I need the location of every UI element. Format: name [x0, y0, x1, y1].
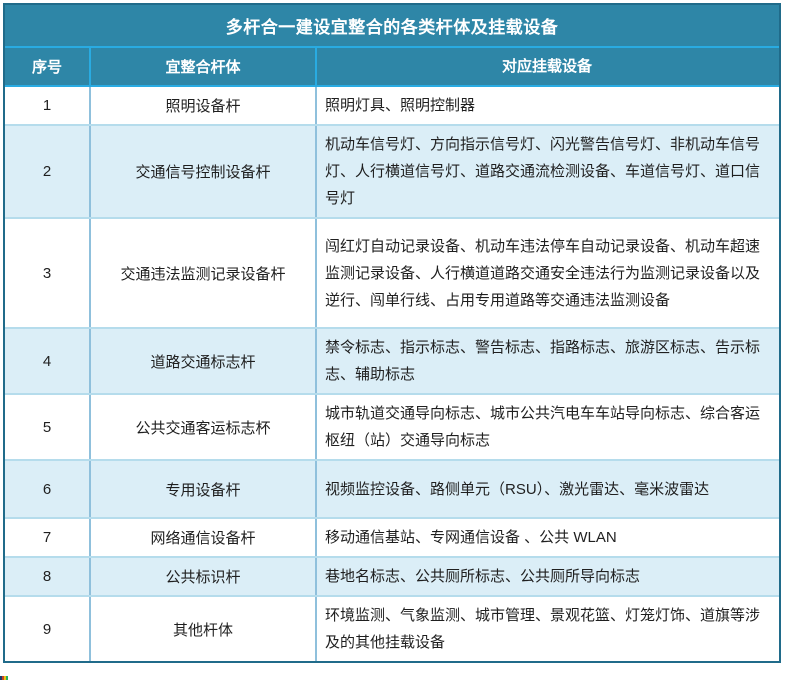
table-row: 1 照明设备杆 照明灯具、照明控制器 [5, 87, 779, 126]
table-row: 2 交通信号控制设备杆 机动车信号灯、方向指示信号灯、闪光警告信号灯、非机动车信… [5, 126, 779, 219]
pole-integration-table: 多杆合一建设宜整合的各类杆体及挂载设备 序号 宜整合杆体 对应挂载设备 1 照明… [3, 3, 781, 663]
table-row: 7 网络通信设备杆 移动通信基站、专网通信设备 、公共 WLAN [5, 519, 779, 558]
row-index: 4 [5, 329, 91, 393]
row-index: 9 [5, 597, 91, 661]
row-index: 6 [5, 461, 91, 517]
pixel-navy [0, 676, 2, 680]
row-index: 8 [5, 558, 91, 595]
pixel-yellow [4, 676, 6, 680]
pole-type: 其他杆体 [91, 597, 317, 661]
mounted-devices: 视频监控设备、路侧单元（RSU）、激光雷达、毫米波雷达 [325, 480, 710, 498]
pole-type: 专用设备杆 [91, 461, 317, 517]
pole-type: 照明设备杆 [91, 87, 317, 124]
pole-type: 交通违法监测记录设备杆 [91, 219, 317, 327]
row-index: 1 [5, 87, 91, 124]
mounted-devices: 照明灯具、照明控制器 [325, 97, 476, 114]
mounted-devices: 机动车信号灯、方向指示信号灯、闪光警告信号灯、非机动车信号灯、人行横道信号灯、道… [325, 136, 761, 207]
table-row: 4 道路交通标志杆 禁令标志、指示标志、警告标志、指路标志、旅游区标志、告示标志… [5, 329, 779, 395]
pole-type: 网络通信设备杆 [91, 519, 317, 556]
mounted-devices: 闯红灯自动记录设备、机动车违法停车自动记录设备、机动车超速监测记录设备、人行横道… [325, 237, 761, 309]
pole-type: 公共交通客运标志杯 [91, 395, 317, 459]
pixel-green [6, 676, 8, 680]
table-title: 多杆合一建设宜整合的各类杆体及挂载设备 [5, 5, 779, 48]
table-row: 3 交通违法监测记录设备杆 闯红灯自动记录设备、机动车违法停车自动记录设备、机动… [5, 219, 779, 329]
pixel-red [2, 676, 4, 680]
pole-type: 道路交通标志杆 [91, 329, 317, 393]
bottom-left-pixel-artifact [0, 676, 8, 680]
mounted-devices: 禁令标志、指示标志、警告标志、指路标志、旅游区标志、告示标志、辅助标志 [325, 339, 761, 383]
table-row: 9 其他杆体 环境监测、气象监测、城市管理、景观花篮、灯笼灯饰、道旗等涉及的其他… [5, 597, 779, 661]
column-header-pole-type: 宜整合杆体 [91, 48, 317, 85]
table-row: 5 公共交通客运标志杯 城市轨道交通导向标志、城市公共汽电车车站导向标志、综合客… [5, 395, 779, 461]
pole-type: 交通信号控制设备杆 [91, 126, 317, 217]
row-index: 7 [5, 519, 91, 556]
row-index: 2 [5, 126, 91, 217]
pole-type: 公共标识杆 [91, 558, 317, 595]
mounted-devices: 城市轨道交通导向标志、城市公共汽电车车站导向标志、综合客运枢纽（站）交通导向标志 [325, 405, 761, 449]
row-index: 5 [5, 395, 91, 459]
mounted-devices: 巷地名标志、公共厕所标志、公共厕所导向标志 [325, 568, 641, 585]
mounted-devices: 环境监测、气象监测、城市管理、景观花篮、灯笼灯饰、道旗等涉及的其他挂载设备 [325, 607, 761, 651]
table-row: 8 公共标识杆 巷地名标志、公共厕所标志、公共厕所导向标志 [5, 558, 779, 597]
table-header-row: 序号 宜整合杆体 对应挂载设备 [5, 48, 779, 87]
row-index: 3 [5, 219, 91, 327]
column-header-devices: 对应挂载设备 [501, 58, 592, 75]
column-header-index: 序号 [5, 48, 91, 85]
table-row: 6 专用设备杆 视频监控设备、路侧单元（RSU）、激光雷达、毫米波雷达 [5, 461, 779, 519]
mounted-devices: 移动通信基站、专网通信设备 、公共 WLAN [325, 529, 617, 546]
